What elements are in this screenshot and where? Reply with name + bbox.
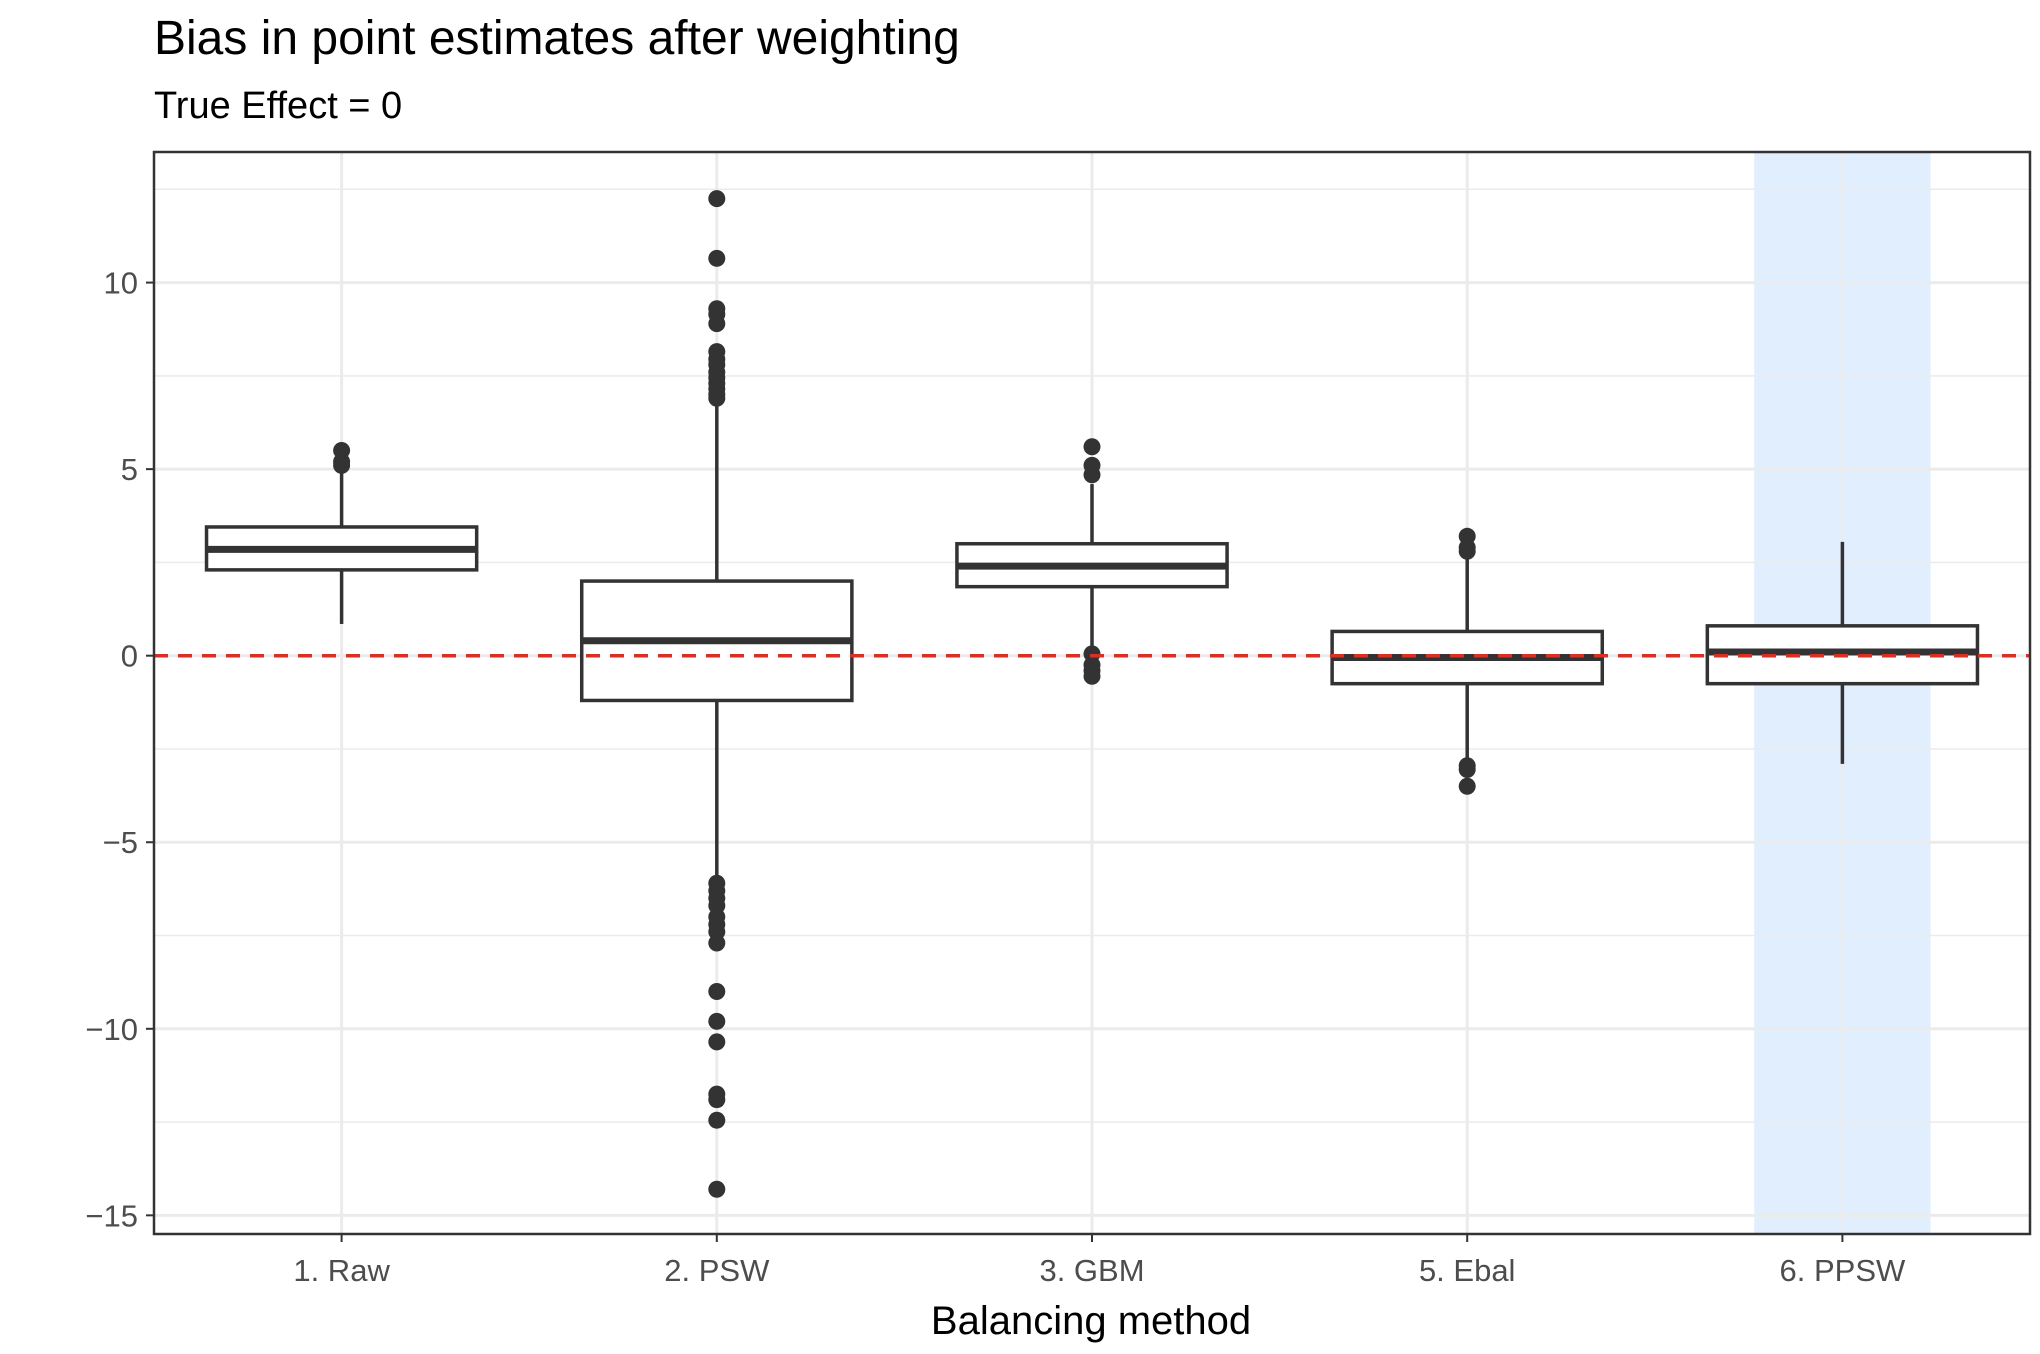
y-tick-label: 0: [121, 639, 138, 674]
box-outlier-point: [708, 1012, 726, 1030]
chart-subtitle: True Effect = 0: [154, 85, 402, 127]
y-tick-label: 5: [121, 452, 138, 487]
y-tick-label: 10: [104, 266, 138, 301]
x-tick-label: 2. PSW: [664, 1253, 770, 1288]
box-outlier-point: [708, 1111, 726, 1129]
plot-panel-border: [152, 150, 2032, 1236]
plot-area: 10 5 0 −5 −10 −15 1. Raw 2. PSW 3. GBM 5. Ebal 6. …: [85, 150, 2032, 1288]
x-tick-label: 6. PPSW: [1780, 1253, 1906, 1288]
x-axis-title: Balancing method: [931, 1299, 1251, 1343]
box-outlier-point: [1083, 667, 1101, 685]
box-outlier-point: [1458, 542, 1476, 560]
x-tick-label: 5. Ebal: [1419, 1253, 1516, 1288]
box-outlier-point: [708, 1091, 726, 1109]
box-outlier-point: [708, 389, 726, 407]
box-outlier-point: [1083, 438, 1101, 456]
box-outlier-point: [1458, 777, 1476, 795]
x-tick-label: 1. Raw: [293, 1253, 390, 1288]
y-tick-label: −5: [103, 825, 138, 860]
y-tick-label: −15: [85, 1198, 138, 1233]
box-outlier-point: [708, 249, 726, 267]
box-outlier-point: [708, 934, 726, 952]
box-outlier-point: [1083, 466, 1101, 484]
box-outlier-point: [333, 456, 351, 474]
box-outlier-point: [708, 1033, 726, 1051]
x-tick-label: 3. GBM: [1039, 1253, 1144, 1288]
box-outlier-point: [708, 982, 726, 1000]
chart-title: Bias in point estimates after weighting: [154, 12, 960, 65]
box-outlier-point: [708, 190, 726, 208]
box-outlier-point: [708, 1180, 726, 1198]
y-tick-label: −10: [85, 1012, 138, 1047]
box-outlier-point: [1458, 760, 1476, 778]
box-outlier-point: [708, 315, 726, 333]
